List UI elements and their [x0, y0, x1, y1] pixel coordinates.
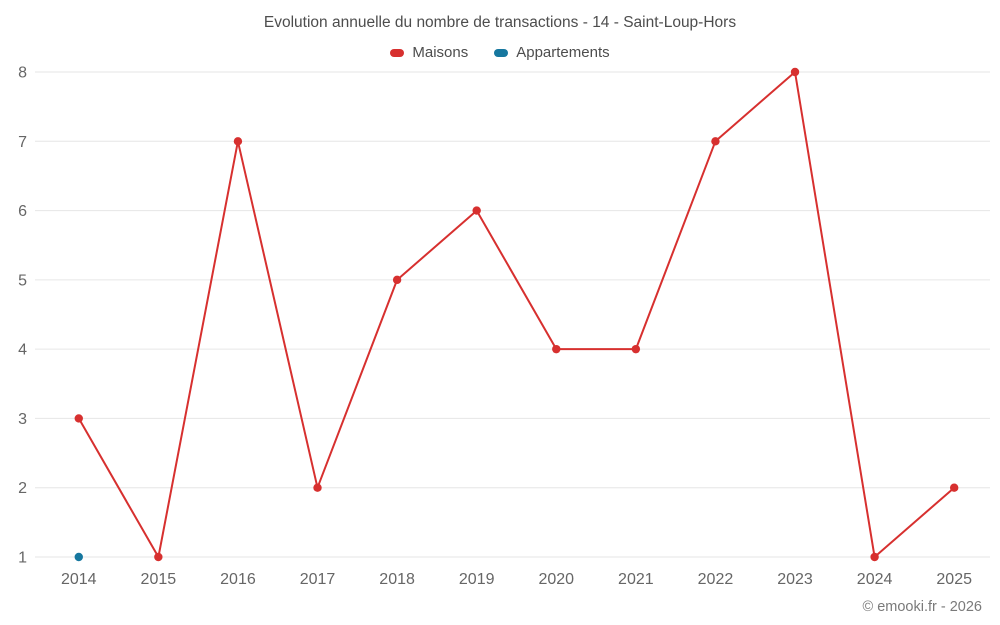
- x-tick-label: 2014: [61, 571, 97, 588]
- legend-marker-icon: [494, 48, 509, 57]
- x-tick-label: 2025: [936, 571, 972, 588]
- legend-item-appartements[interactable]: Appartements: [494, 44, 610, 61]
- x-tick-label: 2024: [857, 571, 893, 588]
- y-tick-label: 1: [18, 550, 27, 567]
- y-tick-label: 3: [18, 411, 27, 428]
- copyright-text: © emooki.fr - 2026: [862, 599, 982, 615]
- x-tick-label: 2020: [538, 571, 574, 588]
- data-point-maisons-2020: [552, 344, 561, 354]
- legend-marker-icon: [390, 48, 405, 57]
- data-point-maisons-2018: [392, 275, 402, 285]
- data-point-maisons-2019: [472, 206, 481, 215]
- x-tick-label: 2021: [618, 571, 654, 588]
- data-point-maisons-2024: [870, 552, 879, 562]
- legend-label: Appartements: [516, 44, 610, 61]
- x-tick-label: 2019: [459, 571, 495, 588]
- data-point-maisons-2017: [313, 483, 322, 492]
- y-tick-label: 5: [18, 272, 27, 289]
- data-point-maisons-2022: [711, 137, 720, 146]
- chart-title: Evolution annuelle du nombre de transact…: [263, 14, 737, 31]
- y-tick-label: 8: [18, 65, 27, 82]
- x-tick-label: 2022: [698, 571, 734, 588]
- legend-label: Maisons: [412, 44, 469, 61]
- series-line-maisons: [77, 71, 955, 558]
- data-point-maisons-2015: [154, 552, 163, 562]
- data-point-maisons-2014: [74, 414, 83, 423]
- x-tick-label: 2023: [777, 571, 813, 588]
- y-tick-label: 6: [18, 203, 27, 220]
- data-point-maisons-2025: [949, 483, 959, 492]
- data-point-maisons-2016: [233, 137, 243, 146]
- x-tick-label: 2015: [141, 571, 177, 588]
- data-point-maisons-2021: [631, 344, 641, 354]
- x-tick-label: 2016: [220, 571, 256, 588]
- data-point-appartements-2014: [74, 552, 83, 562]
- y-tick-label: 2: [18, 480, 27, 497]
- y-tick-label: 4: [18, 342, 27, 359]
- data-point-maisons-2023: [790, 67, 800, 77]
- chart-legend: Maisons Appartements: [0, 44, 1000, 61]
- y-tick-label: 7: [18, 134, 27, 151]
- legend-item-maisons[interactable]: Maisons: [390, 44, 468, 61]
- x-tick-label: 2018: [379, 571, 415, 588]
- x-tick-label: 2017: [300, 571, 336, 588]
